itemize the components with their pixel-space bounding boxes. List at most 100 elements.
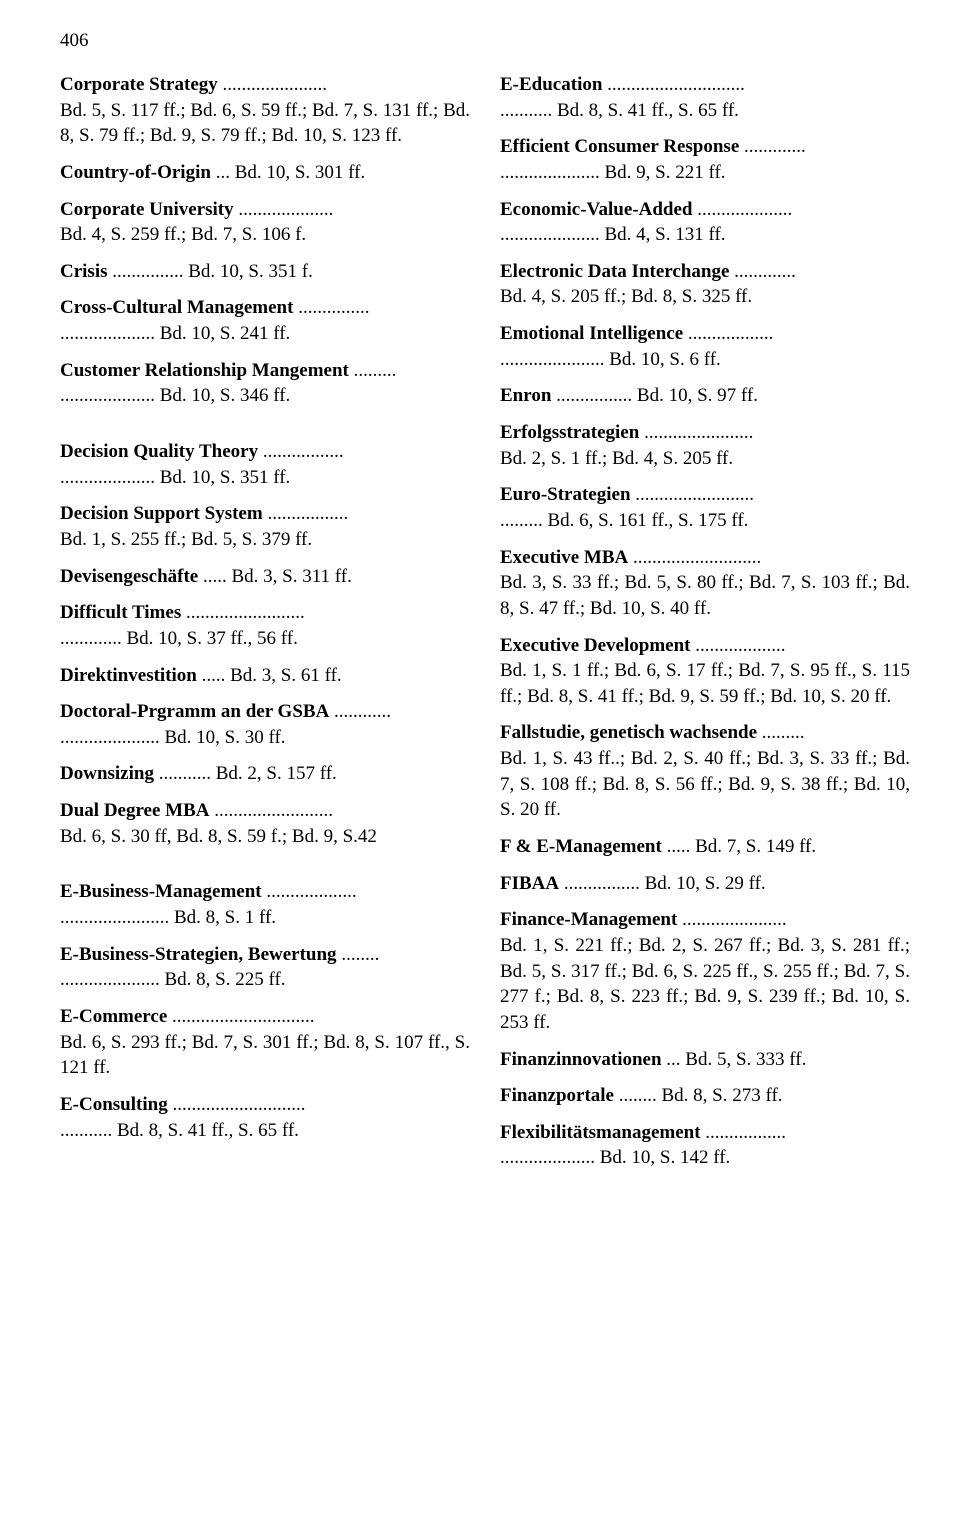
index-term: Economic-Value-Added (500, 199, 692, 220)
leader-dots: ........ (337, 944, 380, 965)
index-refs: Bd. 1, S. 43 ff..; Bd. 2, S. 40 ff.; Bd.… (500, 748, 910, 820)
index-refs: Bd. 6, S. 161 ff., S. 175 ff. (548, 510, 749, 531)
index-term: Cross-Cultural Management (60, 297, 293, 318)
index-refs: Bd. 10, S. 301 ff. (235, 162, 366, 183)
index-term: Flexibilitätsmanagement (500, 1122, 701, 1143)
leader-dots: ..................... (500, 162, 605, 183)
leader-dots: ................. (258, 441, 344, 462)
index-entry: Efficient Consumer Response ............… (500, 134, 910, 185)
index-term: Euro-Strategien (500, 484, 631, 505)
leader-dots: ..... (662, 836, 695, 857)
index-refs: Bd. 8, S. 273 ff. (662, 1085, 783, 1106)
index-refs: Bd. 2, S. 157 ff. (216, 763, 337, 784)
index-refs: Bd. 10, S. 6 ff. (609, 349, 721, 370)
leader-dots: .................... (60, 467, 160, 488)
index-refs: Bd. 8, S. 225 ff. (165, 969, 286, 990)
index-term: Downsizing (60, 763, 154, 784)
index-term: Fallstudie, genetisch wachsende (500, 722, 757, 743)
leader-dots: ... (662, 1049, 686, 1070)
index-term: Efficient Consumer Response (500, 136, 739, 157)
index-refs: Bd. 5, S. 117 ff.; Bd. 6, S. 59 ff.; Bd.… (60, 100, 470, 147)
leader-dots: ..... (198, 566, 231, 587)
index-entry: Decision Quality Theory ................… (60, 439, 470, 490)
index-entry: Crisis ............... Bd. 10, S. 351 f. (60, 259, 470, 285)
leader-dots: ......................... (181, 602, 305, 623)
index-entry: Corporate University ...................… (60, 197, 470, 248)
index-entry: Enron ................ Bd. 10, S. 97 ff. (500, 383, 910, 409)
index-entry: Finanzinnovationen ... Bd. 5, S. 333 ff. (500, 1047, 910, 1073)
index-term: Finanzportale (500, 1085, 614, 1106)
index-entry: Decision Support System ................… (60, 501, 470, 552)
index-term: Enron (500, 385, 551, 406)
leader-dots: ..................... (500, 224, 605, 245)
leader-dots: ............. (60, 628, 127, 649)
index-term: FIBAA (500, 873, 559, 894)
leader-dots: ............. (739, 136, 806, 157)
leader-dots: .................. (683, 323, 773, 344)
index-refs: Bd. 4, S. 131 ff. (605, 224, 726, 245)
index-term: Crisis (60, 261, 108, 282)
index-entry: Difficult Times ........................… (60, 600, 470, 651)
index-entry: Economic-Value-Added ...................… (500, 197, 910, 248)
leader-dots: .................... (60, 323, 160, 344)
leader-dots: ........................... (628, 547, 761, 568)
leader-dots: ..... (197, 665, 230, 686)
index-term: E-Commerce (60, 1006, 167, 1027)
right-column: E-Education ............................… (500, 72, 910, 1182)
index-term: E-Education (500, 74, 602, 95)
index-refs: Bd. 4, S. 205 ff.; Bd. 8, S. 325 ff. (500, 286, 752, 307)
index-entry: Direktinvestition ..... Bd. 3, S. 61 ff. (60, 663, 470, 689)
index-term: Finance-Management (500, 909, 677, 930)
index-refs: Bd. 5, S. 333 ff. (685, 1049, 806, 1070)
leader-dots: ................ (559, 873, 645, 894)
index-entry: FIBAA ................ Bd. 10, S. 29 ff. (500, 871, 910, 897)
index-entry: Corporate Strategy .....................… (60, 72, 470, 149)
index-term: Executive Development (500, 635, 690, 656)
index-term: Emotional Intelligence (500, 323, 683, 344)
index-entry: Euro-Strategien ........................… (500, 482, 910, 533)
index-entry: Cross-Cultural Management ..............… (60, 295, 470, 346)
leader-dots: ................... (690, 635, 785, 656)
leader-dots: ............... (293, 297, 369, 318)
index-entry: F & E-Management ..... Bd. 7, S. 149 ff. (500, 834, 910, 860)
leader-dots: ................. (701, 1122, 787, 1143)
leader-dots: ............. (729, 261, 796, 282)
index-refs: Bd. 4, S. 259 ff.; Bd. 7, S. 106 f. (60, 224, 306, 245)
index-term: Customer Relationship Mangement (60, 360, 349, 381)
page-number: 406 (60, 30, 910, 52)
index-refs: Bd. 10, S. 29 ff. (645, 873, 766, 894)
index-refs: Bd. 8, S. 41 ff., S. 65 ff. (557, 100, 739, 121)
index-refs: Bd. 9, S. 221 ff. (605, 162, 726, 183)
index-refs: Bd. 10, S. 351 ff. (160, 467, 291, 488)
index-term: Corporate University (60, 199, 234, 220)
leader-dots: ..................... (60, 727, 165, 748)
index-term: Executive MBA (500, 547, 628, 568)
leader-dots: .................... (234, 199, 334, 220)
index-refs: Bd. 6, S. 30 ff, Bd. 8, S. 59 f.; Bd. 9,… (60, 826, 377, 847)
index-entry: Customer Relationship Mangement ........… (60, 358, 470, 409)
leader-dots: ...................... (218, 74, 327, 95)
index-refs: Bd. 1, S. 1 ff.; Bd. 6, S. 17 ff.; Bd. 7… (500, 660, 910, 707)
index-refs: Bd. 10, S. 346 ff. (160, 385, 291, 406)
index-entry: Electronic Data Interchange ............… (500, 259, 910, 310)
index-entry: Emotional Intelligence .................… (500, 321, 910, 372)
index-term: Dual Degree MBA (60, 800, 210, 821)
leader-dots: .............................. (167, 1006, 314, 1027)
index-entry: Dual Degree MBA ........................… (60, 798, 470, 849)
index-refs: Bd. 3, S. 311 ff. (232, 566, 352, 587)
index-entry: Devisengeschäfte ..... Bd. 3, S. 311 ff. (60, 564, 470, 590)
index-term: Decision Quality Theory (60, 441, 258, 462)
index-refs: Bd. 10, S. 351 f. (188, 261, 313, 282)
index-entry: Finance-Management .....................… (500, 907, 910, 1035)
index-entry: E-Commerce .............................… (60, 1004, 470, 1081)
index-entry: Fallstudie, genetisch wachsende ........… (500, 720, 910, 823)
index-entry: Erfolgsstrategien ......................… (500, 420, 910, 471)
index-term: Direktinvestition (60, 665, 197, 686)
index-entry: E-Business-Strategien, Bewertung .......… (60, 942, 470, 993)
index-refs: Bd. 10, S. 37 ff., 56 ff. (127, 628, 298, 649)
index-refs: Bd. 3, S. 61 ff. (230, 665, 342, 686)
leader-dots: ............................ (168, 1094, 306, 1115)
left-column: Corporate Strategy .....................… (60, 72, 470, 1182)
leader-dots: ........ (614, 1085, 662, 1106)
index-refs: Bd. 1, S. 221 ff.; Bd. 2, S. 267 ff.; Bd… (500, 935, 910, 1033)
